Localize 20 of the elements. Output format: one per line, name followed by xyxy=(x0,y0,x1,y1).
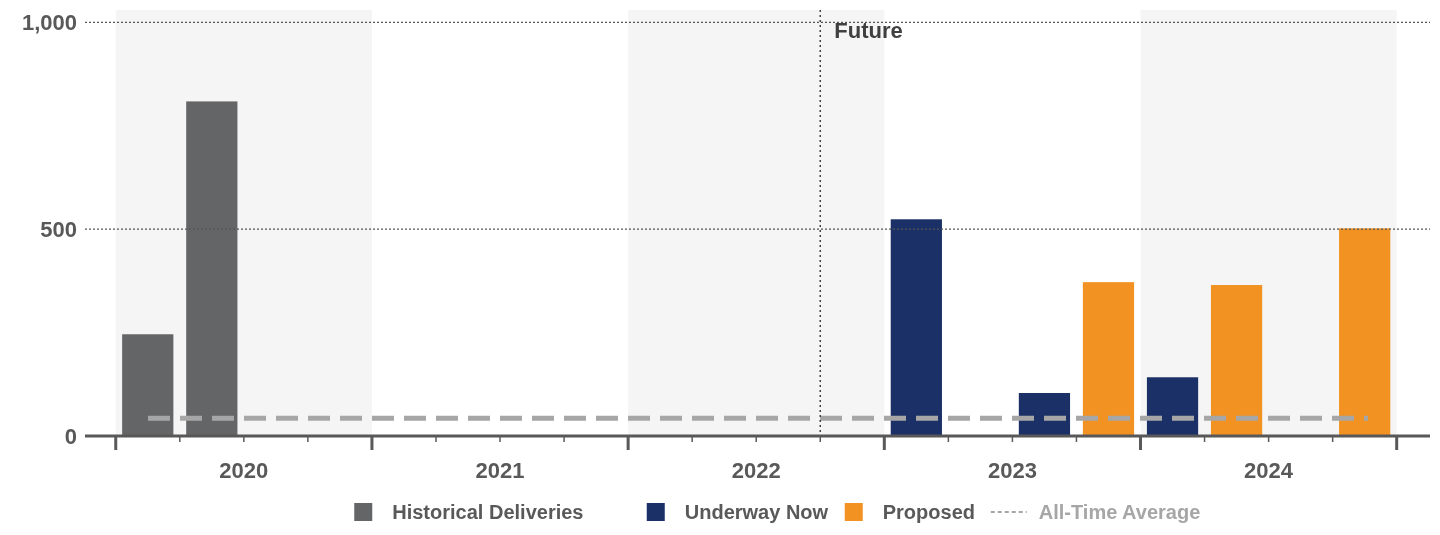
legend-label: All-Time Average xyxy=(1038,501,1201,523)
y-tick-label: 1,000 xyxy=(21,10,77,36)
bar xyxy=(1082,282,1135,436)
y-tick-label: 500 xyxy=(40,216,77,242)
x-tick-label: 2021 xyxy=(475,458,525,483)
bar xyxy=(186,101,238,436)
ref-line-label: Future xyxy=(834,18,903,43)
bar xyxy=(1146,377,1199,436)
bar xyxy=(122,334,174,436)
legend-label: Proposed xyxy=(882,501,975,523)
bar xyxy=(890,219,942,436)
x-tick-label: 2023 xyxy=(987,458,1037,483)
x-tick-label: 2020 xyxy=(219,458,269,483)
x-tick-label: 2024 xyxy=(1244,458,1294,483)
bar xyxy=(1210,285,1263,436)
bar xyxy=(1339,228,1391,436)
y-tick-label: 0 xyxy=(64,423,77,449)
x-tick-label: 2022 xyxy=(731,458,781,483)
legend-label: Historical Deliveries xyxy=(392,501,584,523)
legend-label: Underway Now xyxy=(684,501,829,523)
